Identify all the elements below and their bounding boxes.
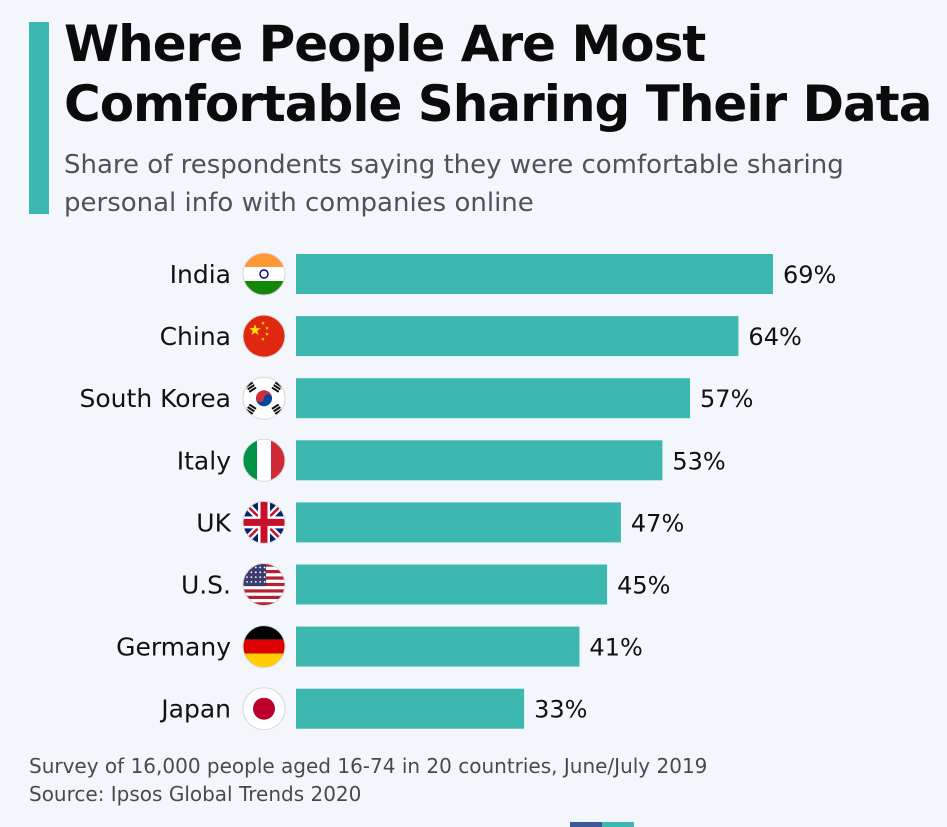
value-label: 45% [617, 572, 670, 600]
bar [296, 378, 691, 419]
bar [296, 254, 773, 294]
chart-title: Where People Are Most Comfortable Sharin… [64, 15, 932, 133]
category-label: Germany [116, 633, 231, 662]
category-label: Japan [159, 695, 231, 724]
chart-subtitle: Share of respondents saying they were co… [64, 150, 844, 218]
value-label: 57% [700, 385, 753, 413]
bar [296, 564, 608, 605]
bar-chart: India 69% China 64% South Korea 57% Italy 53% UK… [80, 252, 836, 730]
category-label: U.S. [181, 571, 231, 600]
value-label: 69% [783, 261, 836, 289]
corner-mark [570, 822, 634, 827]
source-note: Source: Ipsos Global Trends 2020 [29, 782, 362, 806]
bar [296, 502, 621, 543]
category-label: South Korea [80, 384, 231, 413]
category-label: Italy [177, 446, 231, 475]
value-label: 64% [748, 323, 801, 351]
survey-note: Survey of 16,000 people aged 16-74 in 20… [29, 754, 708, 778]
flag-china-icon [243, 315, 285, 358]
flag-uk-icon [243, 501, 285, 544]
value-label: 47% [631, 509, 684, 537]
flag-italy-icon [243, 439, 285, 482]
category-label: UK [196, 508, 231, 537]
flag-japan-icon [243, 687, 285, 730]
bar [296, 440, 663, 481]
value-label: 53% [672, 447, 725, 475]
accent-bar [29, 22, 49, 214]
flag-germany-icon [243, 625, 285, 668]
bar [296, 626, 580, 667]
category-label: India [170, 260, 231, 289]
flag-india-icon [243, 253, 285, 295]
bar [296, 316, 739, 357]
value-label: 41% [589, 634, 642, 662]
value-label: 33% [534, 696, 587, 724]
bar [296, 688, 525, 729]
category-label: China [160, 322, 231, 351]
flag-south-korea-icon [243, 377, 285, 420]
